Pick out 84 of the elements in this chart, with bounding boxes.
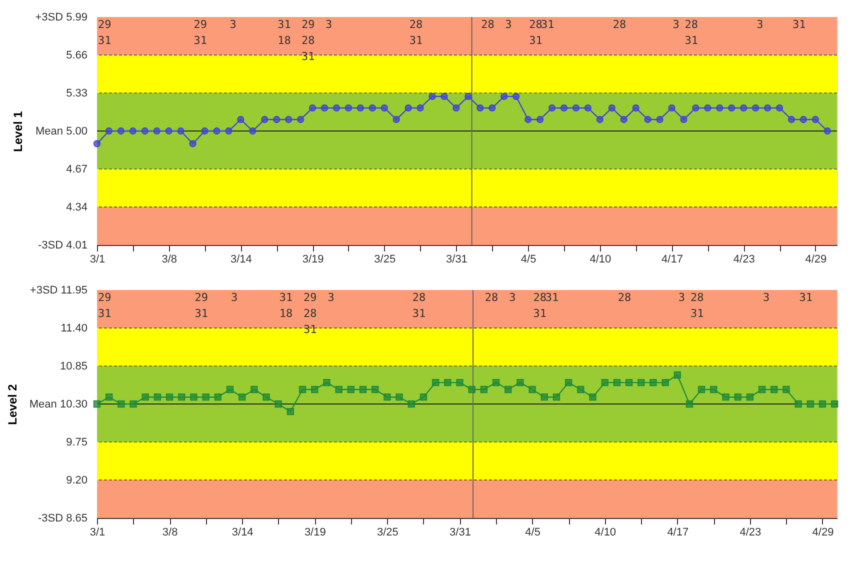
- annotation: 31: [409, 34, 423, 47]
- y-tick-label: +3SD 5.99: [35, 12, 88, 24]
- x-tick-label: 4/29: [812, 526, 834, 538]
- x-tick-label: 4/23: [733, 254, 755, 266]
- x-tick-label: 3/31: [450, 526, 471, 538]
- annotation: 31: [545, 290, 559, 304]
- x-tick-label: 4/23: [740, 526, 762, 538]
- annotation: 28: [533, 290, 547, 304]
- annotation: 28: [529, 18, 542, 31]
- y-tick-label: 5.66: [66, 50, 88, 62]
- annotation: 3: [328, 290, 334, 304]
- annotation: 29: [98, 18, 112, 31]
- annotation: 3: [230, 18, 236, 31]
- annotation: 28: [302, 34, 315, 47]
- annotation: 28: [481, 18, 494, 31]
- annotation: 28: [612, 18, 626, 31]
- annotation: 31: [792, 18, 806, 31]
- y-tick-label: 4.34: [66, 202, 88, 214]
- y-axis-title: Level 2: [5, 384, 20, 425]
- annotation: 31: [279, 290, 293, 304]
- x-tick-label: 4/10: [590, 254, 612, 266]
- annotation: 28: [684, 18, 698, 31]
- annotation: 29: [302, 18, 315, 31]
- annotation: 3: [756, 18, 764, 31]
- annotation: 28: [412, 290, 426, 304]
- annotation: 29: [194, 18, 208, 31]
- y-tick-label: -3SD 8.65: [38, 512, 88, 524]
- annotation: 31: [690, 306, 704, 320]
- x-tick-label: 3/25: [376, 526, 398, 538]
- annotation: 29: [194, 290, 208, 304]
- x-tick-label: 3/1: [90, 254, 106, 266]
- x-tick-label: 3/14: [232, 526, 254, 538]
- x-tick-label: 3/19: [302, 254, 324, 266]
- x-tick-label: 4/17: [662, 254, 683, 266]
- annotation: 28: [409, 18, 423, 31]
- annotation: 31: [684, 34, 698, 47]
- annotation: 3: [763, 290, 770, 304]
- annotation: 3: [231, 290, 238, 304]
- x-tick-label: 3/8: [162, 526, 178, 538]
- annotation: 31: [194, 34, 208, 47]
- annotation: 3: [672, 18, 680, 31]
- annotation: 28: [690, 290, 704, 304]
- y-tick-label: 4.67: [66, 164, 88, 176]
- annotation: 3: [509, 290, 516, 304]
- x-tick-label: 4/10: [594, 526, 616, 538]
- y-tick-label: 5.33: [66, 88, 88, 100]
- annotation: 31: [98, 34, 112, 47]
- x-tick-label: 3/14: [230, 254, 252, 266]
- y-tick-label: 10.85: [60, 360, 88, 372]
- y-axis-title: Level 1: [11, 110, 26, 152]
- y-tick-label: +3SD 11.95: [30, 284, 88, 296]
- y-tick-label: Mean 5.00: [36, 126, 88, 138]
- annotation: 28: [304, 306, 317, 320]
- annotation: 3: [326, 18, 332, 31]
- x-tick-label: 3/25: [374, 254, 396, 266]
- annotation: 28: [618, 290, 632, 304]
- annotation: 31: [194, 306, 208, 320]
- annotation: 29: [304, 290, 317, 304]
- y-tick-label: Mean 10.30: [29, 398, 88, 410]
- y-tick-label: -3SD 4.01: [38, 240, 88, 252]
- x-tick-label: 4/29: [805, 254, 827, 266]
- annotation: 3: [505, 18, 512, 31]
- annotation: 31: [533, 306, 547, 320]
- y-tick-label: 11.40: [60, 322, 88, 334]
- annotation: 31: [278, 18, 291, 31]
- x-tick-label: 4/5: [520, 254, 536, 266]
- annotation: 31: [799, 290, 813, 304]
- x-tick-label: 3/19: [304, 526, 326, 538]
- y-tick-label: 9.20: [66, 474, 88, 486]
- annotation: 31: [541, 18, 554, 31]
- annotation: 18: [278, 34, 291, 47]
- annotation: 29: [98, 290, 112, 304]
- x-tick-label: 3/1: [90, 526, 106, 538]
- x-tick-label: 3/31: [446, 254, 468, 266]
- annotation: 31: [529, 34, 542, 47]
- annotation: 18: [279, 306, 293, 320]
- annotation: 31: [412, 306, 426, 320]
- y-tick-label: 9.75: [66, 436, 88, 448]
- x-tick-label: 4/5: [525, 526, 540, 538]
- x-tick-label: 3/8: [162, 254, 177, 266]
- annotation: 28: [484, 290, 498, 304]
- x-tick-label: 4/17: [667, 526, 689, 538]
- annotation: 31: [98, 306, 112, 320]
- annotation: 3: [678, 290, 686, 304]
